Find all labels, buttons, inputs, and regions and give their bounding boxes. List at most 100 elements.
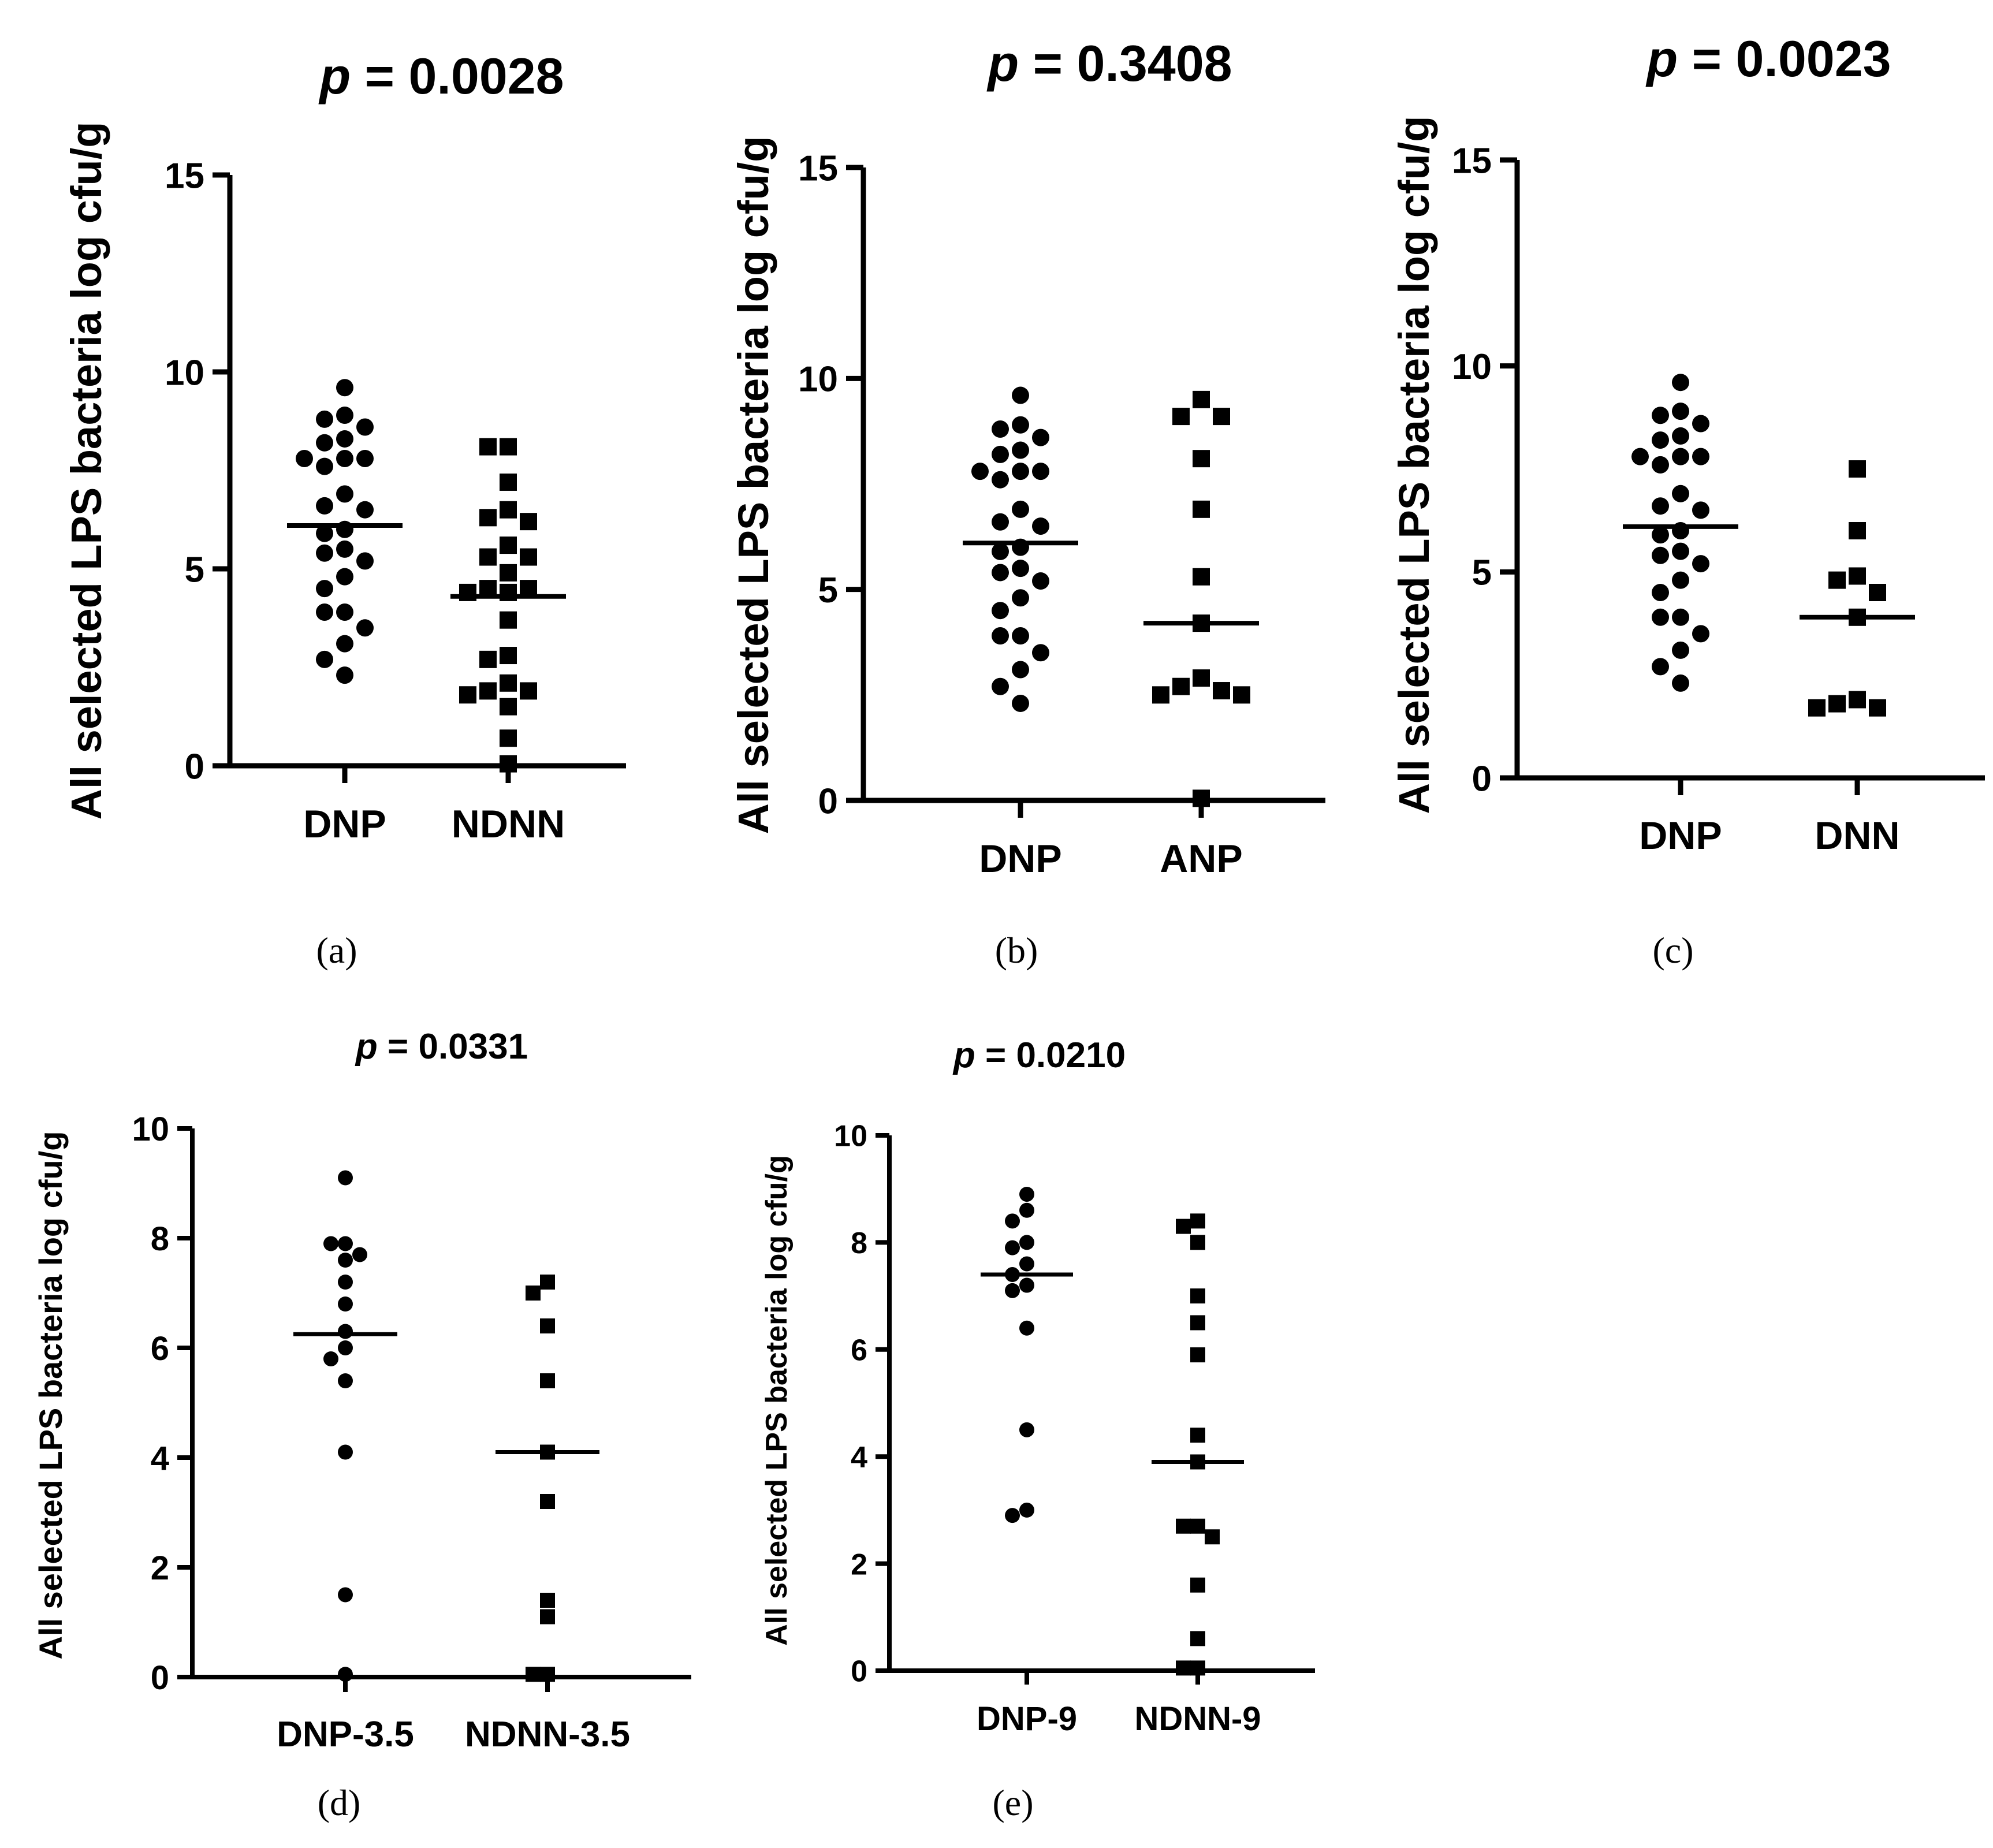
- p-value: = 0.0210: [975, 1035, 1126, 1075]
- data-point-circle: [1672, 542, 1689, 560]
- panel-c: p = 0.0023 All selected LPS bacteria log …: [1390, 30, 1985, 971]
- panels-group: p = 0.0028 All selected LPS bacteria log …: [32, 30, 1985, 1823]
- panel-label: (c): [1652, 930, 1693, 971]
- y-tick-label: 8: [851, 1227, 867, 1260]
- y-tick-label: 6: [851, 1334, 867, 1368]
- panel-label: (a): [316, 930, 357, 971]
- data-point-square: [520, 513, 537, 531]
- data-point-circle: [1672, 403, 1689, 420]
- data-point-circle: [1012, 627, 1029, 645]
- panel-d: p = 0.0331 All selected LPS bacteria log …: [32, 1027, 691, 1823]
- data-point-circle: [1012, 560, 1029, 578]
- data-point-circle: [316, 434, 333, 452]
- data-point-circle: [356, 552, 374, 570]
- data-point-square: [1190, 1631, 1205, 1646]
- data-point-circle: [338, 1324, 353, 1339]
- data-point-circle: [1672, 608, 1689, 626]
- data-point-circle: [1019, 1502, 1034, 1518]
- panel-label: (b): [995, 930, 1038, 971]
- panel-e: p = 0.0210 All selected LPS bacteria log …: [760, 1035, 1315, 1823]
- data-point-square: [1849, 522, 1866, 539]
- data-point-square: [500, 729, 517, 747]
- data-point-circle: [316, 410, 333, 428]
- data-point-circle: [992, 542, 1009, 560]
- data-point-square: [479, 509, 497, 527]
- data-point-square: [1849, 460, 1866, 478]
- data-point-square: [500, 647, 517, 665]
- data-point-circle: [1652, 456, 1669, 474]
- data-point-square: [520, 682, 537, 700]
- data-point-circle: [992, 513, 1009, 531]
- panel-a: p = 0.0028 All selected LPS bacteria log …: [62, 47, 626, 971]
- data-point-circle: [1005, 1283, 1020, 1298]
- data-point-circle: [336, 635, 353, 653]
- panel-title: p = 0.0028: [318, 47, 564, 105]
- data-point-circle: [1019, 1422, 1034, 1437]
- data-point-circle: [336, 430, 353, 448]
- data-point-circle: [1692, 625, 1709, 643]
- data-point-square: [1190, 1347, 1205, 1363]
- data-point-circle: [1652, 497, 1669, 515]
- panel-title: p = 0.0210: [952, 1035, 1126, 1075]
- x-category-label: DNN: [1815, 814, 1899, 858]
- data-point-square: [540, 1667, 555, 1682]
- data-point-circle: [1019, 1256, 1034, 1272]
- data-point-square: [1193, 568, 1210, 586]
- data-point-circle: [1032, 429, 1049, 446]
- data-point-circle: [1005, 1240, 1020, 1255]
- data-point-circle: [1672, 641, 1689, 659]
- data-point-square: [540, 1593, 555, 1608]
- data-point-square: [1205, 1529, 1220, 1545]
- data-point-circle: [1652, 526, 1669, 544]
- y-tick-label: 0: [185, 747, 204, 787]
- data-point-circle: [1032, 572, 1049, 590]
- y-tick-label: 5: [1472, 553, 1492, 593]
- data-point-circle: [316, 580, 333, 598]
- data-point-square: [1176, 1219, 1191, 1234]
- data-point-square: [1176, 1660, 1191, 1676]
- x-category-label: DNP-9: [977, 1700, 1077, 1738]
- p-symbol: p: [318, 47, 351, 105]
- data-point-square: [1190, 1577, 1205, 1593]
- y-tick-label: 10: [798, 360, 838, 400]
- panel-title: p = 0.3408: [986, 35, 1232, 92]
- data-point-circle: [992, 445, 1009, 463]
- data-point-square: [1176, 1518, 1191, 1534]
- data-point-circle: [1019, 1277, 1034, 1293]
- y-tick-label: 8: [151, 1220, 169, 1258]
- panel-title: p = 0.0023: [1645, 30, 1891, 87]
- data-point-circle: [316, 650, 333, 668]
- y-tick-label: 10: [132, 1111, 169, 1148]
- data-point-circle: [338, 1373, 353, 1388]
- y-axis-label: All selected LPS bacteria log cfu/g: [32, 1131, 69, 1660]
- data-point-circle: [1692, 501, 1709, 519]
- y-tick-label: 0: [818, 781, 838, 821]
- data-point-circle: [352, 1247, 367, 1262]
- data-point-square: [479, 548, 497, 566]
- y-tick-label: 5: [185, 550, 204, 590]
- data-point-circle: [992, 564, 1009, 582]
- data-point-square: [1213, 682, 1230, 700]
- data-point-circle: [992, 602, 1009, 620]
- y-tick-label: 15: [798, 148, 838, 188]
- x-category-label: DNP: [303, 802, 386, 846]
- data-point-square: [1190, 1235, 1205, 1250]
- data-point-circle: [992, 471, 1009, 489]
- y-tick-label: 4: [151, 1440, 169, 1477]
- data-point-circle: [992, 627, 1009, 645]
- data-point-circle: [1631, 448, 1649, 465]
- data-point-circle: [1652, 546, 1669, 564]
- data-point-square: [500, 611, 517, 629]
- y-tick-label: 0: [1472, 759, 1492, 799]
- data-point-square: [1849, 691, 1866, 709]
- data-point-circle: [1652, 658, 1669, 676]
- data-point-circle: [1012, 441, 1029, 459]
- data-point-circle: [1672, 374, 1689, 392]
- data-point-square: [1849, 567, 1866, 585]
- data-point-square: [1828, 571, 1846, 589]
- data-point-circle: [1012, 416, 1029, 434]
- x-category-label: DNP-3.5: [277, 1715, 414, 1754]
- data-point-circle: [356, 501, 374, 519]
- data-point-square: [1190, 1428, 1205, 1443]
